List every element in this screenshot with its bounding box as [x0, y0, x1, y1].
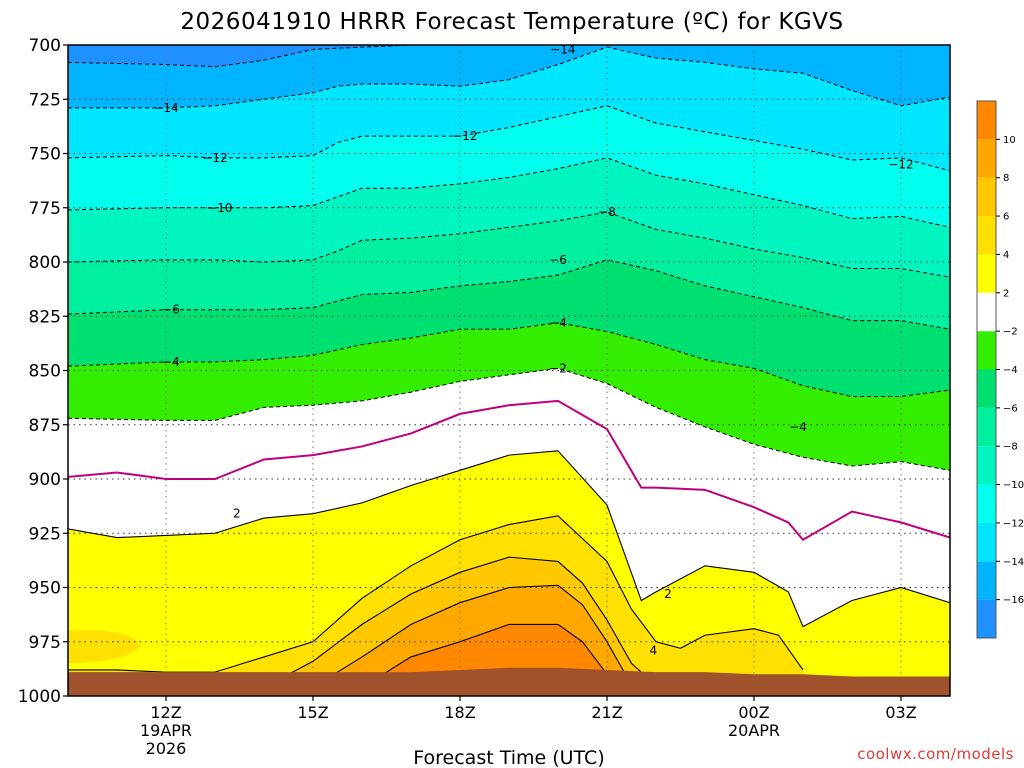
contour-label: −12: [202, 151, 227, 165]
contour-label: 2: [233, 507, 241, 521]
colorbar-segment: [977, 599, 996, 638]
x-axis-label: Forecast Time (UTC): [413, 747, 604, 768]
colorbar-label: 10: [1003, 135, 1016, 146]
isotherm-line--6: [68, 259, 950, 330]
contour-label: −6: [162, 303, 180, 317]
contour-label: 2: [664, 587, 672, 601]
y-tick-label: 725: [29, 90, 61, 110]
colorbar-label: −10: [1003, 480, 1024, 491]
colorbar-label: −16: [1003, 595, 1024, 606]
chart-title: 2026041910 HRRR Forecast Temperature (ºC…: [180, 9, 843, 35]
colorbar-label: −4: [1003, 365, 1018, 376]
warm-isotherm-10: [361, 623, 608, 688]
y-tick-label: 925: [29, 524, 61, 544]
y-tick-label: 950: [29, 579, 61, 599]
x-tick-label: 00Z: [738, 703, 769, 722]
colorbar-label: 2: [1003, 288, 1009, 299]
contour-label: −14: [550, 42, 575, 56]
colorbar-segment: [977, 254, 996, 293]
y-tick-label: 850: [29, 362, 61, 382]
warm-isotherm-8: [312, 584, 632, 688]
colorbar-label: −12: [1003, 518, 1024, 529]
ground-surface: [68, 667, 950, 696]
colorbar-segment: [977, 177, 996, 217]
isotherm-contours: −14 −14 −12 −12 −12 −10 −8 −6 −6 −4 −4 −4 −2 2 2 4: [68, 42, 950, 688]
colorbar-segment: [977, 139, 996, 178]
warm-isotherm-6: [263, 556, 657, 688]
isotherm-line--2: [68, 367, 950, 471]
x-tick-label: 21Z: [591, 703, 622, 722]
contour-label: −2: [549, 361, 567, 375]
y-tick-label: 975: [29, 633, 61, 653]
colorbar-segment: [977, 446, 996, 485]
x-tick-date: 19APR: [140, 721, 192, 740]
colorbar-segment: [977, 331, 996, 370]
colorbar-label: −6: [1003, 403, 1018, 414]
contour-label: −4: [549, 316, 567, 330]
x-tick-year: 2026: [146, 739, 187, 758]
contour-label: −4: [789, 420, 807, 434]
y-tick-label: 825: [29, 307, 61, 327]
colorbar-label: −2: [1003, 327, 1018, 338]
colorbar-segment: [977, 561, 996, 600]
credit-text: coolwx.com/models: [857, 745, 1014, 763]
warm-isotherm-2: [68, 450, 950, 628]
fill-band-warm-left-blob: [68, 630, 142, 664]
contour-label: −6: [549, 253, 567, 267]
temperature-fills: [68, 45, 950, 696]
ground-layer: [68, 667, 950, 696]
contour-label: −8: [598, 205, 616, 219]
isotherm-line--8: [68, 211, 950, 278]
y-tick-label: 800: [29, 253, 61, 273]
y-tick-label: 1000: [18, 687, 61, 707]
contour-label: −12: [888, 157, 913, 171]
colorbar: −16 −14 −12 −10 −8 −6 −4 −2 2 4 6 8 10: [976, 100, 1024, 639]
contour-label: −10: [207, 201, 232, 215]
x-tick-label: 15Z: [297, 703, 328, 722]
colorbar-segment: [977, 216, 996, 255]
colorbar-segment: [977, 369, 996, 408]
y-tick-label: 875: [29, 416, 61, 436]
colorbar-segment: [977, 101, 996, 140]
y-tick-label: 775: [29, 199, 61, 219]
colorbar-label: −8: [1003, 442, 1018, 453]
colorbar-label: 6: [1003, 212, 1009, 223]
colorbar-segment: [977, 522, 996, 562]
colorbar-label: −14: [1003, 557, 1024, 568]
colorbar-label: 8: [1003, 173, 1009, 184]
y-tick-label: 750: [29, 145, 61, 165]
contour-label: −14: [153, 101, 178, 115]
x-tick-label: 03Z: [885, 703, 916, 722]
x-tick-date: 20APR: [728, 721, 780, 740]
x-tick-label: 18Z: [444, 703, 475, 722]
colorbar-segment: [977, 292, 996, 332]
y-tick-label: 700: [29, 36, 61, 56]
contour-label: −4: [162, 355, 180, 369]
contour-label: −12: [452, 129, 477, 143]
colorbar-label: 4: [1003, 250, 1009, 261]
contour-label: 4: [649, 643, 657, 657]
isotherm-line--14: [68, 46, 950, 109]
colorbar-segment: [977, 484, 996, 523]
x-tick-label: 12Z: [150, 703, 181, 722]
y-tick-label: 900: [29, 470, 61, 490]
colorbar-segment: [977, 407, 996, 447]
freezing-line: [68, 399, 950, 542]
isotherm-line--12: [68, 105, 950, 172]
isotherm-line--10: [68, 157, 950, 228]
y-axis: 1000 975 950 925 900 875 850 825 800 775 750 725 700: [18, 36, 68, 707]
